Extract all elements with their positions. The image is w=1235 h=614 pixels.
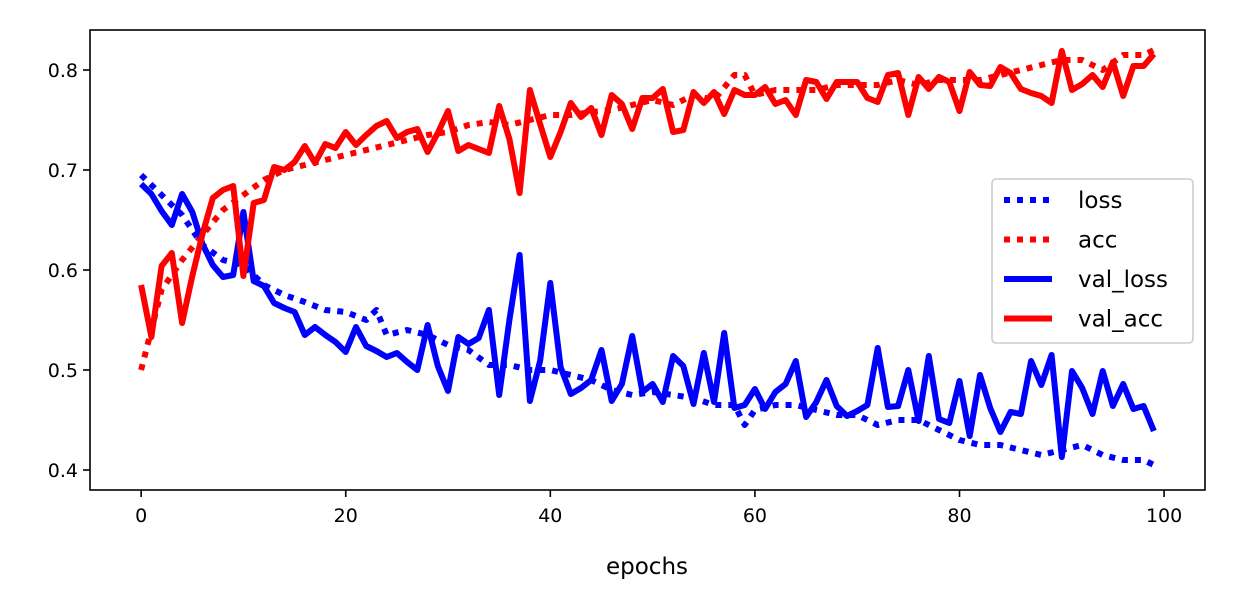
y-tick-label: 0.6 (48, 260, 78, 282)
x-tick-label: 100 (1146, 505, 1182, 527)
plot-frame (89, 29, 1206, 491)
y-tick-label: 0.8 (48, 60, 78, 82)
x-axis: 0 20 40 60 80 100 (135, 490, 1182, 527)
series-line-val-loss (139, 181, 1157, 460)
x-tick-label: 40 (538, 505, 562, 527)
legend-box (991, 178, 1194, 344)
legend-label-val-loss: val_loss (1078, 267, 1168, 293)
series-layer (138, 47, 1157, 468)
legend: loss acc val_loss val_acc (991, 178, 1194, 344)
legend-label-acc: acc (1078, 228, 1117, 254)
x-tick-label: 0 (135, 505, 147, 527)
x-tick-label: 80 (947, 505, 971, 527)
x-axis-title: epochs (606, 554, 688, 580)
x-tick-label: 60 (743, 505, 767, 527)
y-axis: 0.4 0.5 0.6 0.7 0.8 (48, 60, 90, 482)
y-tick-label: 0.5 (48, 360, 78, 382)
y-tick-label: 0.4 (48, 460, 78, 482)
legend-label-loss: loss (1078, 188, 1122, 214)
series-line-val-acc (138, 48, 1157, 340)
y-tick-label: 0.7 (48, 160, 78, 182)
x-tick-label: 20 (334, 505, 358, 527)
series-line-loss (139, 172, 1156, 468)
legend-label-val-acc: val_acc (1078, 307, 1163, 333)
